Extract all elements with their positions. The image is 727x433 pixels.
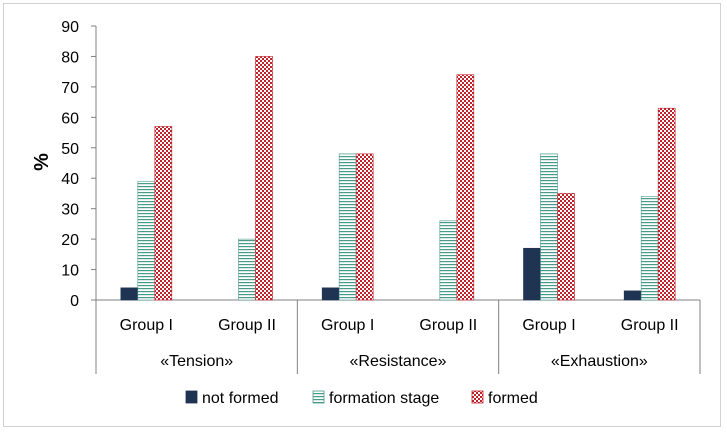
category-label: Group I: [522, 317, 575, 334]
y-tick-label: 10: [61, 263, 79, 280]
group-label: «Tension»: [160, 353, 233, 370]
bar-formation-stage-3: [439, 220, 458, 301]
legend-label: formation stage: [329, 390, 439, 407]
group-label: «Exhaustion»: [551, 353, 648, 370]
legend-label: not formed: [202, 390, 278, 407]
y-tick-label: 60: [61, 110, 79, 127]
y-tick-label: 30: [61, 202, 79, 219]
legend-swatch: [185, 390, 198, 404]
y-tick-label: 70: [61, 80, 79, 97]
bar-formed-4: [557, 193, 575, 301]
bar-formed-1: [255, 56, 273, 301]
y-tick-label: 0: [70, 293, 79, 310]
legend-swatch: [312, 390, 325, 404]
bar-formed-2: [355, 153, 374, 301]
y-axis-label: %: [31, 153, 53, 171]
legend-swatch: [471, 390, 484, 404]
bar-formation-stage-2: [338, 153, 357, 301]
y-tick-label: 90: [61, 19, 79, 36]
category-label: Group II: [621, 317, 679, 334]
legend-item-formed: formed: [471, 390, 538, 407]
bar-not-formed-4: [523, 247, 541, 301]
category-label: Group I: [120, 317, 173, 334]
bar-formed-3: [456, 74, 475, 301]
bar-not-formed-2: [321, 287, 340, 301]
bar-formation-stage-5: [640, 196, 659, 301]
bar-not-formed-5: [623, 290, 642, 301]
y-tick-label: 20: [61, 232, 79, 249]
bar-formation-stage-4: [540, 153, 558, 301]
legend-label: formed: [488, 390, 538, 407]
y-tick-label: 40: [61, 171, 79, 188]
bar-not-formed-0: [120, 287, 139, 301]
bar-formed-5: [657, 107, 676, 301]
bar-formed-0: [154, 126, 173, 301]
category-label: Group II: [419, 317, 477, 334]
category-label: Group I: [321, 317, 374, 334]
group-label: «Resistance»: [350, 353, 447, 370]
y-tick-label: 50: [61, 141, 79, 158]
y-tick-label: 80: [61, 49, 79, 66]
bar-formation-stage-0: [137, 180, 156, 301]
legend-item-formation-stage: formation stage: [312, 390, 439, 407]
legend-item-not-formed: not formed: [185, 390, 278, 407]
category-label: Group II: [218, 317, 276, 334]
bar-formation-stage-1: [238, 238, 256, 301]
